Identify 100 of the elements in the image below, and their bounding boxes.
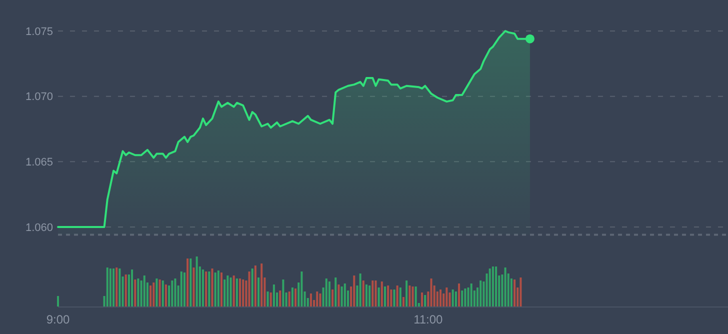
bar: [232, 276, 235, 306]
bar: [480, 280, 482, 306]
bar: [446, 288, 448, 306]
bar: [158, 280, 161, 306]
bar: [150, 286, 152, 306]
bar: [396, 286, 398, 306]
bar: [520, 278, 522, 306]
bar: [374, 280, 377, 306]
bar: [183, 272, 186, 306]
bar: [236, 278, 238, 306]
bar: [488, 268, 491, 306]
bar: [152, 282, 155, 306]
bar: [205, 272, 208, 306]
bar: [248, 272, 250, 306]
bar: [464, 288, 466, 306]
bar: [332, 290, 334, 306]
bar: [251, 268, 254, 306]
bar: [254, 266, 256, 306]
bar: [106, 268, 108, 306]
bar: [294, 288, 297, 306]
bar: [162, 280, 164, 306]
bar: [461, 290, 464, 306]
bar: [412, 286, 414, 306]
bar: [344, 284, 346, 306]
y-tick-label: 1.060: [25, 222, 53, 234]
bar: [134, 280, 136, 306]
bar: [156, 278, 158, 306]
y-tick-label: 1.070: [25, 91, 53, 104]
bar: [211, 268, 214, 306]
bar: [230, 278, 232, 306]
bar: [270, 292, 272, 306]
bar: [186, 258, 189, 306]
bar: [362, 280, 364, 306]
bar: [118, 268, 121, 306]
bar: [365, 284, 368, 306]
bar: [325, 278, 328, 306]
bar: [174, 278, 176, 306]
x-tick-label: 11:00: [414, 312, 444, 326]
bar: [131, 270, 134, 306]
bar: [399, 288, 402, 306]
bar: [137, 278, 140, 306]
bar: [380, 282, 383, 306]
bar: [192, 268, 195, 306]
bar: [424, 295, 426, 306]
bar: [109, 268, 112, 306]
bar: [202, 270, 204, 306]
bar: [208, 272, 210, 306]
bar: [266, 292, 269, 306]
bar: [291, 288, 294, 306]
bar: [368, 286, 371, 306]
bar: [387, 286, 390, 306]
bar: [217, 270, 220, 306]
bar: [272, 284, 275, 306]
bar: [402, 297, 404, 306]
bar: [328, 282, 330, 306]
bar: [467, 288, 470, 306]
bar: [408, 286, 411, 306]
bar: [393, 290, 396, 306]
bar: [171, 280, 174, 306]
bar: [258, 278, 260, 306]
x-tick-label: 9:00: [46, 312, 70, 326]
bar: [414, 286, 417, 306]
bar: [384, 286, 386, 306]
y-tick-label: 1.075: [25, 26, 53, 38]
bar: [124, 274, 127, 306]
bar: [214, 272, 216, 306]
bar: [440, 290, 442, 306]
bar: [359, 274, 362, 306]
bar: [406, 280, 408, 306]
y-tick-label: 1.065: [25, 156, 53, 168]
bar: [504, 268, 506, 306]
bar: [340, 286, 343, 306]
bar: [338, 284, 340, 306]
bar: [300, 272, 303, 306]
bar: [310, 294, 312, 306]
bar: [180, 272, 182, 306]
bar: [430, 278, 432, 306]
bar: [421, 292, 423, 306]
bar: [57, 296, 59, 306]
bar: [116, 268, 118, 306]
bar: [458, 284, 460, 306]
bar: [390, 290, 392, 306]
bar: [282, 280, 284, 306]
bar: [288, 292, 290, 306]
bar: [452, 290, 454, 306]
bar: [224, 280, 226, 306]
bar: [470, 284, 472, 306]
bar: [164, 284, 167, 306]
bar: [378, 288, 380, 306]
bar: [319, 294, 322, 306]
bar: [226, 276, 229, 306]
bar: [112, 268, 115, 306]
bar: [196, 256, 198, 306]
bar: [353, 276, 356, 306]
bar: [454, 292, 457, 306]
bar: [238, 278, 241, 306]
bar: [279, 290, 282, 306]
bar: [143, 276, 146, 306]
bar: [334, 278, 337, 306]
bar: [372, 280, 374, 306]
